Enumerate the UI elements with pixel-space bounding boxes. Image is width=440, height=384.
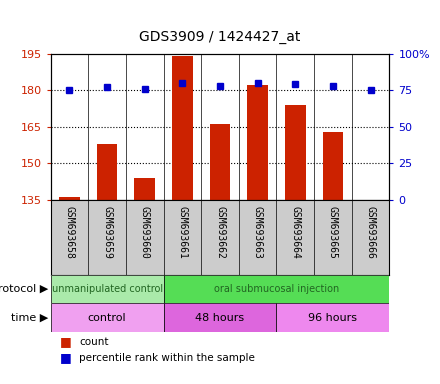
Text: GSM693663: GSM693663 xyxy=(253,206,263,258)
Bar xyxy=(134,178,155,200)
Bar xyxy=(164,303,276,332)
Text: oral submucosal injection: oral submucosal injection xyxy=(214,284,339,294)
Bar xyxy=(164,275,389,303)
Text: GSM693659: GSM693659 xyxy=(102,206,112,258)
Text: GSM693664: GSM693664 xyxy=(290,206,300,258)
Text: 96 hours: 96 hours xyxy=(308,313,357,323)
Text: percentile rank within the sample: percentile rank within the sample xyxy=(79,353,255,363)
Text: GSM693665: GSM693665 xyxy=(328,206,338,258)
Bar xyxy=(209,124,231,200)
Text: GSM693666: GSM693666 xyxy=(366,206,376,258)
Text: GSM693658: GSM693658 xyxy=(64,206,74,258)
Bar xyxy=(285,105,306,200)
Bar xyxy=(51,303,164,332)
Text: ■: ■ xyxy=(59,335,71,348)
Text: unmanipulated control: unmanipulated control xyxy=(51,284,163,294)
Text: count: count xyxy=(79,337,109,347)
Bar xyxy=(59,197,80,200)
Text: protocol ▶: protocol ▶ xyxy=(0,284,48,294)
Text: control: control xyxy=(88,313,126,323)
Bar xyxy=(247,85,268,200)
Bar xyxy=(276,303,389,332)
Bar xyxy=(97,144,117,200)
Text: 48 hours: 48 hours xyxy=(195,313,245,323)
Text: GSM693660: GSM693660 xyxy=(140,206,150,258)
Bar xyxy=(51,275,164,303)
Bar xyxy=(172,56,193,200)
Text: GSM693662: GSM693662 xyxy=(215,206,225,258)
Text: GSM693661: GSM693661 xyxy=(177,206,187,258)
Bar xyxy=(323,132,343,200)
Text: GDS3909 / 1424427_at: GDS3909 / 1424427_at xyxy=(139,30,301,44)
Text: ■: ■ xyxy=(59,351,71,364)
Text: time ▶: time ▶ xyxy=(11,313,48,323)
